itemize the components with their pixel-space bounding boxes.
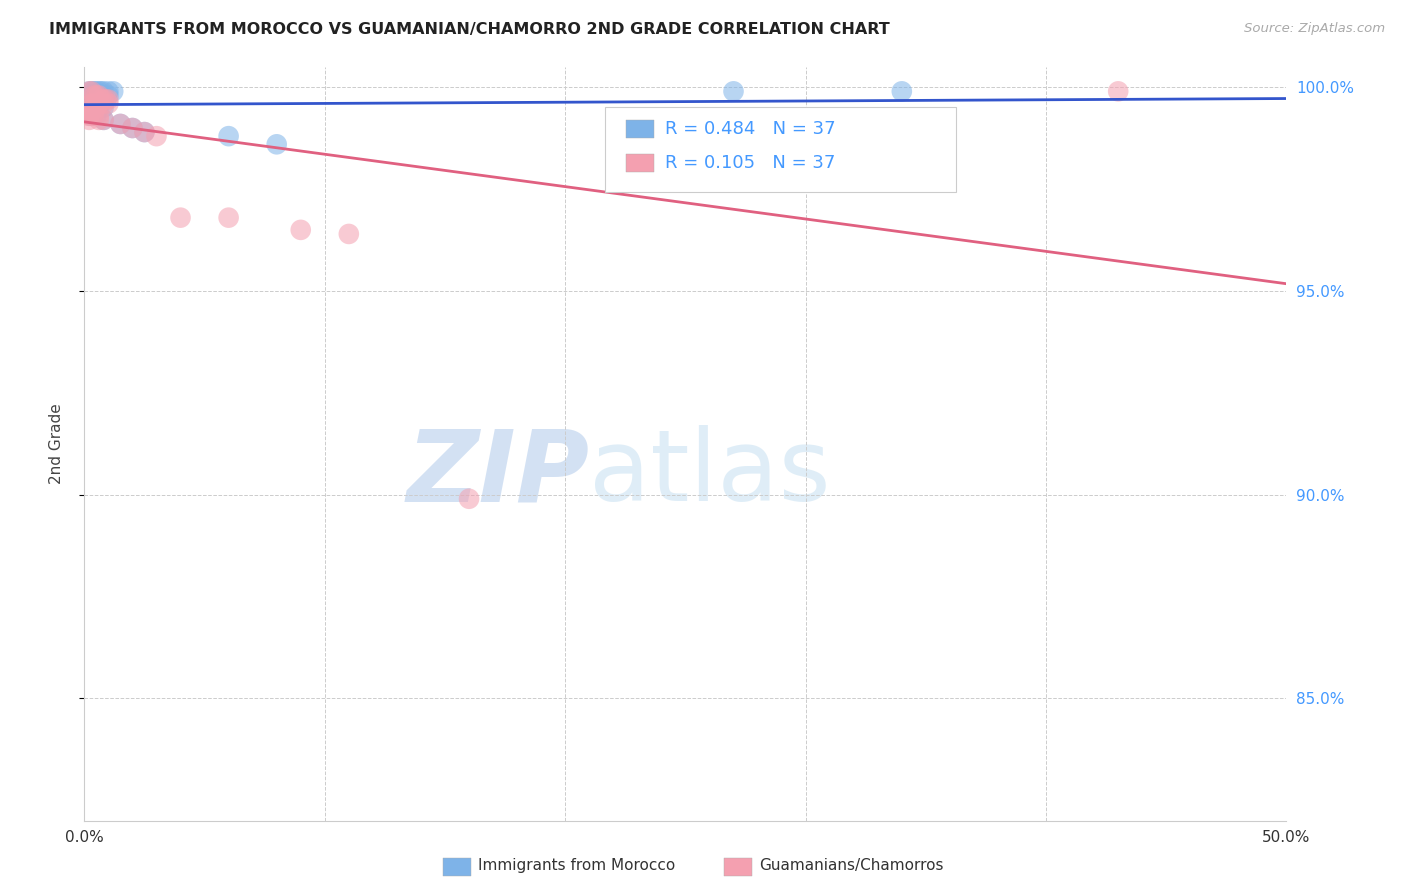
Text: R = 0.105   N = 37: R = 0.105 N = 37 [665,154,835,172]
Point [77,112,100,127]
Point [97,84,120,98]
Point [77,96,100,111]
Y-axis label: 2nd Grade: 2nd Grade [49,403,63,484]
Point [80,96,103,111]
Point [97,96,120,111]
Point [93,93,115,107]
Point [266,137,288,152]
Text: atlas: atlas [589,425,831,523]
Point [86,96,108,111]
Point [87,88,110,103]
Point [86,88,108,103]
Point [110,117,132,131]
Text: R = 0.484   N = 37: R = 0.484 N = 37 [665,120,835,138]
Point [80,84,103,98]
Point [77,109,100,123]
Point [103,84,125,98]
Point [93,88,115,103]
Point [77,84,100,98]
Point [87,84,110,98]
Point [97,93,120,107]
Point [337,227,360,241]
Text: Guamanians/Chamorros: Guamanians/Chamorros [759,858,943,873]
Point [86,93,108,107]
Point [1107,84,1129,98]
Point [77,101,100,115]
Point [87,96,110,111]
Point [93,96,115,111]
Text: IMMIGRANTS FROM MOROCCO VS GUAMANIAN/CHAMORRO 2ND GRADE CORRELATION CHART: IMMIGRANTS FROM MOROCCO VS GUAMANIAN/CHA… [49,22,890,37]
Point [83,88,105,103]
Point [80,104,103,119]
Point [87,101,110,115]
Point [90,93,112,107]
Point [77,109,100,123]
Point [90,84,112,98]
Point [110,117,132,131]
Point [80,88,103,103]
Point [169,211,191,225]
Point [134,125,156,139]
Point [77,104,100,119]
Point [77,84,100,98]
Point [86,88,108,103]
Text: Source: ZipAtlas.com: Source: ZipAtlas.com [1244,22,1385,36]
Point [83,96,105,111]
Point [218,129,240,144]
Point [83,109,105,123]
Point [723,84,745,98]
Point [121,121,143,136]
Point [93,101,115,115]
Point [86,101,108,115]
Text: ZIP: ZIP [406,425,589,523]
Point [80,96,103,111]
Point [80,109,103,123]
Point [86,84,108,98]
Point [93,112,115,127]
Point [87,96,110,111]
Point [145,129,167,144]
Point [890,84,912,98]
Point [83,88,105,103]
Point [94,93,117,107]
Point [290,223,312,237]
Point [80,101,103,115]
Point [93,84,115,98]
Text: Immigrants from Morocco: Immigrants from Morocco [478,858,675,873]
Point [121,121,143,136]
Point [87,109,110,123]
Point [86,109,108,123]
Point [80,84,103,98]
Point [83,104,105,119]
Point [83,101,105,115]
Point [458,491,481,506]
Point [77,104,100,119]
Point [87,88,110,103]
Point [83,84,105,98]
Point [218,211,240,225]
Point [134,125,156,139]
Point [93,112,115,127]
Point [87,112,110,127]
Point [80,93,103,107]
Point [97,88,120,103]
Point [80,104,103,119]
Point [83,96,105,111]
